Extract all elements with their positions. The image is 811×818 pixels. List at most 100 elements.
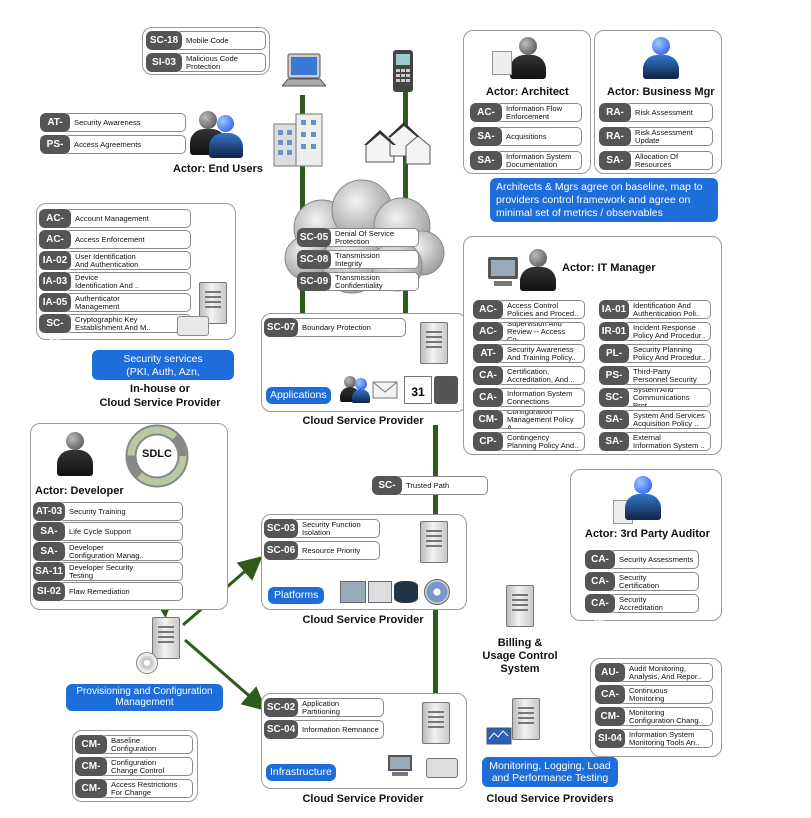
infrastructure-label: Infrastructure xyxy=(266,764,336,781)
infrastructure-panel: Application Partitioning SC-02 Information… xyxy=(261,693,467,789)
control-ps-06: Access Agreements PS-06 xyxy=(40,135,186,169)
server-icon xyxy=(422,702,450,744)
billing-server-icon xyxy=(506,585,534,627)
control-description: Flaw Remediation xyxy=(59,582,183,601)
billing-label: Billing & Usage Control System xyxy=(482,637,558,675)
control-code-badge: SA-10 xyxy=(33,542,65,576)
control-ir-01: Incident Response Policy And Procedur.. I… xyxy=(599,322,711,341)
control-code-badge: IA-05 xyxy=(39,293,71,312)
control-at-03: Security Training AT-03 xyxy=(33,502,183,521)
end-users-person-icon xyxy=(185,105,245,160)
control-description: Access Enforcement xyxy=(65,230,191,249)
control-description: Device Identification And .. xyxy=(65,272,191,291)
control-code-badge: AC-01 xyxy=(473,300,503,334)
control-description: Malicious Code Protection xyxy=(176,53,266,72)
houses-icon xyxy=(362,116,434,166)
actor-developer-label: Actor: Developer xyxy=(35,485,124,497)
control-sc-12: Cryptographic Key Establishment And M.. S… xyxy=(39,314,191,348)
control-description: Transmission Integrity xyxy=(325,250,419,269)
control-code-badge: RA-03 xyxy=(599,103,631,137)
control-ia-01: Identification And Authentication Poli..… xyxy=(599,300,711,319)
control-code-badge: SI-02 xyxy=(33,582,65,601)
control-sa-11: Developer Security Testing SA-11 xyxy=(33,562,183,581)
control-code-badge: SC-11 xyxy=(372,476,402,510)
control-description: Acquisitions xyxy=(496,127,582,146)
control-at-01: Security Awareness And Training Policy..… xyxy=(473,344,585,378)
control-ia-05: Authenticator Management IA-05 xyxy=(39,293,191,312)
control-ca-06: Security Accreditation CA-06 xyxy=(585,594,699,628)
monitoring-note: Monitoring, Logging, Load and Performanc… xyxy=(482,757,618,787)
control-description: Security Certification xyxy=(609,572,699,591)
control-ia-03: Device Identification And .. IA-03 xyxy=(39,272,191,291)
control-code-badge: CM-01 xyxy=(473,410,503,444)
control-description: User Identification And Authentication xyxy=(65,251,191,270)
folder-icon xyxy=(340,581,366,603)
mail-icon xyxy=(372,378,398,400)
computer-icon xyxy=(386,754,414,778)
control-description: Account Management xyxy=(65,209,191,228)
control-si-03: Malicious Code Protection SI-03 xyxy=(146,53,266,72)
control-sa-01: System And Services Acquisition Policy .… xyxy=(599,410,711,444)
provisioning-note: Provisioning and Configuration Managemen… xyxy=(66,684,223,711)
actor-business-mgr-label: Actor: Business Mgr xyxy=(607,86,715,98)
top-device-controls-panel: Mobile Code SC-18 Malicious Code Protectio… xyxy=(142,27,270,75)
control-code-badge: SA-04 xyxy=(470,127,502,161)
control-sc-08: Transmission Integrity SC-08 xyxy=(297,250,419,269)
control-code-badge: CP-01 xyxy=(473,432,503,466)
control-code-badge: AT-02 xyxy=(40,113,70,147)
control-code-badge: IA-03 xyxy=(39,272,71,291)
security-services-note: Security services (PKI, Auth, Azn, Feder… xyxy=(92,350,234,391)
control-sc-06: Resource Priority SC-06 xyxy=(264,541,380,560)
infrastructure-csp-label: Cloud Service Provider xyxy=(302,793,424,805)
control-code-badge: SC-12 xyxy=(39,314,71,348)
monitoring-panel: Audit Monitoring, Analysis, And Repor.. A… xyxy=(590,658,722,757)
control-description: Developer Configuration Manag.. xyxy=(59,542,183,561)
monitor-chart-icon xyxy=(486,727,512,747)
control-sc-01: System And Communications Prot..SC-01 xyxy=(599,388,711,422)
control-code-badge: CA-02 xyxy=(585,550,615,584)
control-cp-01: Contingency Planning Policy And.. CP-01 xyxy=(473,432,585,466)
control-sc-09: Transmission Confidentiality SC-09 xyxy=(297,272,419,291)
control-description: Identification And Authentication Poli.. xyxy=(623,300,711,319)
it-manager-panel: Actor: IT Manager Access Control Policie… xyxy=(463,236,722,466)
control-description: Certification, Accreditation, And .. xyxy=(497,366,585,385)
control-code-badge: AT-01 xyxy=(473,344,503,378)
control-description: Access Control Policies and Proced.. xyxy=(497,300,585,319)
sdlc-cycle-icon xyxy=(123,424,191,488)
applications-panel: Boundary Protection SC-07 Applications 31 xyxy=(261,313,467,412)
control-sa-05: Information System Documentation SA-05 xyxy=(470,151,582,185)
control-description: Security Accreditation xyxy=(609,594,699,613)
control-code-badge: SC-09 xyxy=(297,272,331,291)
control-code-badge: SI-04 xyxy=(595,729,625,748)
control-code-badge: SC-02 xyxy=(264,698,298,717)
architects-agree-note: Architects & Mgrs agree on baseline, map… xyxy=(490,178,718,222)
provisioning-panel: Baseline ConfigurationCM-02Configuration… xyxy=(72,730,198,813)
control-description: Authenticator Management xyxy=(65,293,191,312)
control-code-badge: CM-02 xyxy=(75,735,107,769)
office-buildings-icon xyxy=(268,110,328,168)
control-description: Audit Monitoring, Analysis, And Repor.. xyxy=(619,663,713,682)
server-icon xyxy=(420,521,448,563)
control-code-badge: PS-07 xyxy=(599,366,629,400)
control-code-badge: SC-03 xyxy=(264,519,298,538)
platforms-panel: Security Function Isolation SC-03 Resource… xyxy=(261,514,467,610)
control-description: Trusted Path xyxy=(396,476,488,495)
control-description: Security Function Isolation xyxy=(292,519,380,538)
control-ac-01: Access Control Policies and Proced..AC-0… xyxy=(473,300,585,334)
actor-end-users-label: Actor: End Users xyxy=(173,163,263,175)
control-description: Security Assessments xyxy=(609,550,699,569)
control-code-badge: SC-07 xyxy=(264,318,298,337)
control-code-badge: SA-03 xyxy=(33,522,65,556)
server-icon xyxy=(420,322,448,364)
control-code-badge: CM-05 xyxy=(75,779,107,813)
control-sa-10: Developer Configuration Manag..SA-10 xyxy=(33,542,183,576)
control-description: Transmission Confidentiality xyxy=(325,272,419,291)
id-card-icon xyxy=(177,316,209,336)
control-description: External Information System .. xyxy=(623,432,711,451)
control-code-badge: SC-04 xyxy=(264,720,298,739)
